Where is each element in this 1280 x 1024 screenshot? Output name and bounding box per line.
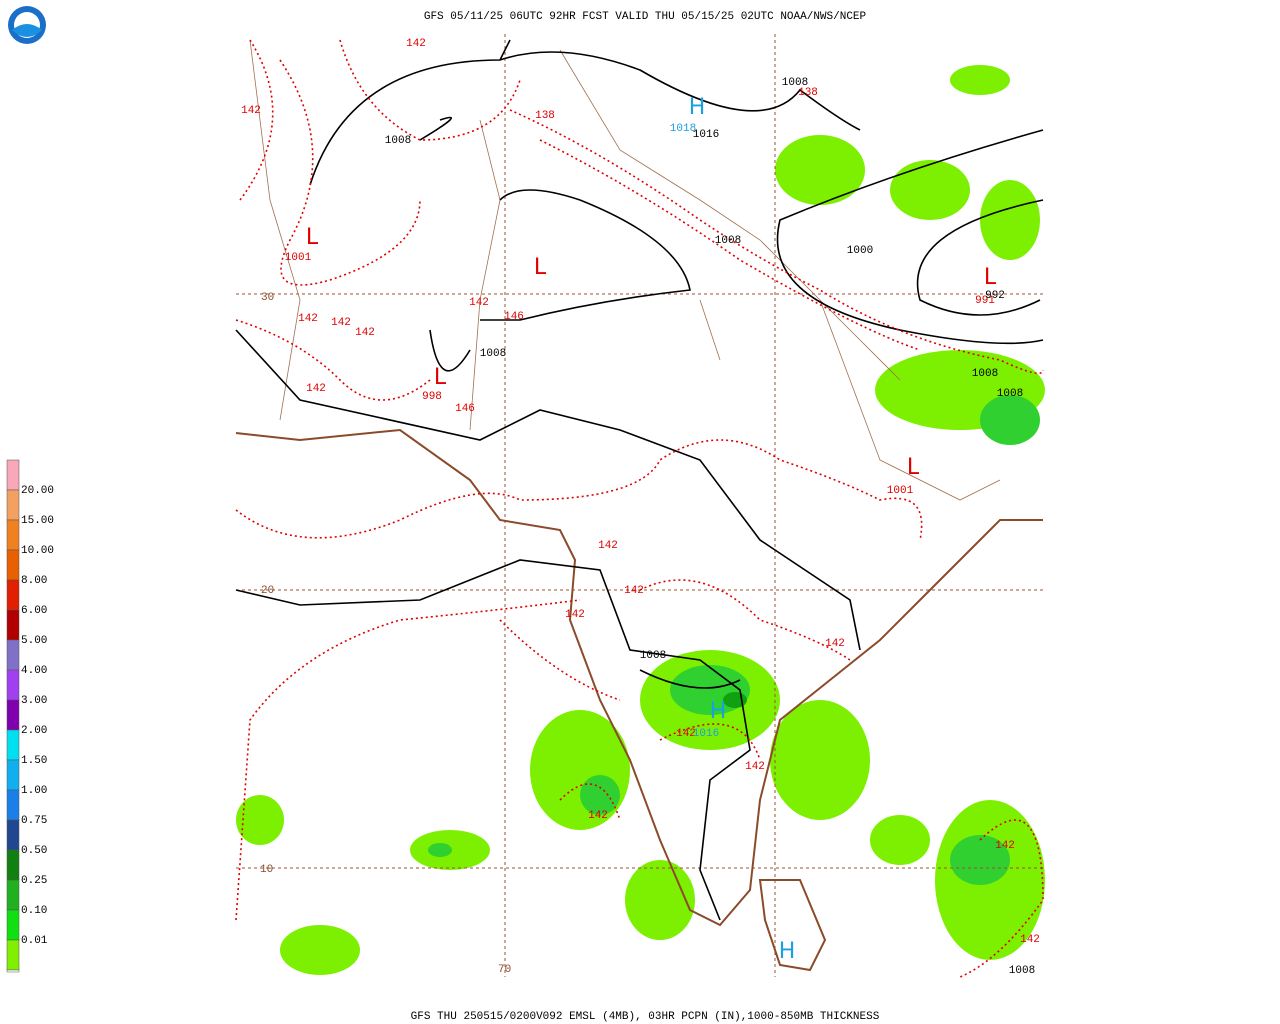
legend-label: 0.01: [21, 935, 48, 947]
footer: GFS THU 250515/0200V092 EMSL (4MB), 03HR…: [411, 1011, 880, 1023]
high-value: 1016: [693, 728, 719, 740]
legend-swatch: [6, 609, 20, 641]
isobar-label: 1008: [385, 135, 411, 147]
low-value: 998: [422, 391, 442, 403]
title: GFS 05/11/25 06UTC 92HR FCST VALID THU 0…: [424, 11, 867, 23]
thickness-label: 142: [745, 761, 765, 773]
low-letter: L: [534, 255, 547, 280]
isobar-label: 1008: [1009, 965, 1035, 977]
isobar-label: 1008: [715, 235, 741, 247]
thickness-label: 146: [504, 311, 524, 323]
thickness-label: 142: [241, 105, 261, 117]
grid-label: 20: [261, 585, 274, 597]
legend-swatch: [6, 729, 20, 761]
low-letter: L: [984, 265, 997, 290]
legend-swatch: [6, 699, 20, 731]
legend-label: 15.00: [21, 515, 54, 527]
high-letter: H: [779, 939, 796, 964]
legend-swatch: [6, 489, 20, 521]
legend-swatch: [6, 789, 20, 821]
legend-swatch: [6, 819, 20, 851]
legend-label: 20.00: [21, 485, 54, 497]
high-letter: H: [689, 95, 706, 120]
thickness-label: 142: [588, 810, 608, 822]
thickness-label: 142: [598, 540, 618, 552]
low-letter: L: [306, 225, 319, 250]
grid-label: 30: [261, 292, 274, 304]
thickness-label: 138: [798, 87, 818, 99]
legend-label: 0.50: [21, 845, 47, 857]
legend-swatch: [6, 909, 20, 941]
thickness-label: 142: [825, 638, 845, 650]
legend-swatch: [6, 519, 20, 551]
isobar-label: 1008: [997, 388, 1023, 400]
thickness-label: 142: [298, 313, 318, 325]
thickness-label: 142: [995, 840, 1015, 852]
isobar-label: 1016: [693, 129, 719, 141]
thickness-label: 142: [355, 327, 375, 339]
legend-swatch: [6, 669, 20, 701]
thickness-label: 142: [331, 317, 351, 329]
legend-label: 6.00: [21, 605, 47, 617]
legend-swatch: [6, 969, 20, 973]
legend-label: 2.00: [21, 725, 47, 737]
isobar-label: 1008: [640, 650, 666, 662]
thickness-label: 142: [1020, 934, 1040, 946]
thickness-label: 146: [455, 403, 475, 415]
high-value: 1018: [670, 123, 696, 135]
legend-label: 1.00: [21, 785, 47, 797]
map: [235, 34, 1045, 978]
low-value: 1001: [285, 252, 312, 264]
legend-swatch: [6, 459, 20, 491]
legend-swatch: [6, 879, 20, 911]
legend-swatch: [6, 639, 20, 671]
isobar-label: 992: [985, 290, 1005, 302]
thickness-label: 142: [565, 609, 585, 621]
thickness-label: 142: [624, 585, 644, 597]
legend-label: 1.50: [21, 755, 47, 767]
precip: [236, 65, 1045, 975]
grid-label: 70: [498, 964, 511, 976]
legend-label: 0.75: [21, 815, 47, 827]
low-letter: L: [434, 365, 447, 390]
isobar-label: 1008: [480, 348, 506, 360]
isobar-label: 1008: [782, 77, 808, 89]
grid-label: 10: [260, 864, 273, 876]
low-value: 991: [975, 295, 995, 307]
legend-swatch: [6, 849, 20, 881]
thickness-label: 142: [306, 383, 326, 395]
labels: 30 20 10 70 142 142 142 142 142 142 142 …: [241, 38, 1040, 977]
legend-swatch: [6, 579, 20, 611]
legend-label: 0.10: [21, 905, 47, 917]
low-value: 1001: [887, 485, 914, 497]
low-letter: L: [907, 455, 920, 480]
thickness-label: 142: [676, 728, 696, 740]
isobar-label: 1000: [847, 245, 873, 257]
legend-label: 4.00: [21, 665, 47, 677]
high-letter: H: [710, 699, 727, 724]
legend-swatch: [6, 939, 20, 971]
legend-swatch: [6, 549, 20, 581]
thickness-label: 142: [469, 297, 489, 309]
legend: 20.00 15.00 10.00 8.00 6.00 5.00 4.00 3.00 2.00 1…: [6, 459, 54, 973]
legend-label: 5.00: [21, 635, 47, 647]
legend-label: 3.00: [21, 695, 47, 707]
isobar-label: 1008: [972, 368, 998, 380]
thickness-label: 142: [406, 38, 426, 50]
thickness-label: 138: [535, 110, 555, 122]
legend-label: 8.00: [21, 575, 47, 587]
legend-swatch: [6, 759, 20, 791]
legend-label: 10.00: [21, 545, 54, 557]
logo: [8, 6, 46, 44]
legend-label: 0.25: [21, 875, 47, 887]
